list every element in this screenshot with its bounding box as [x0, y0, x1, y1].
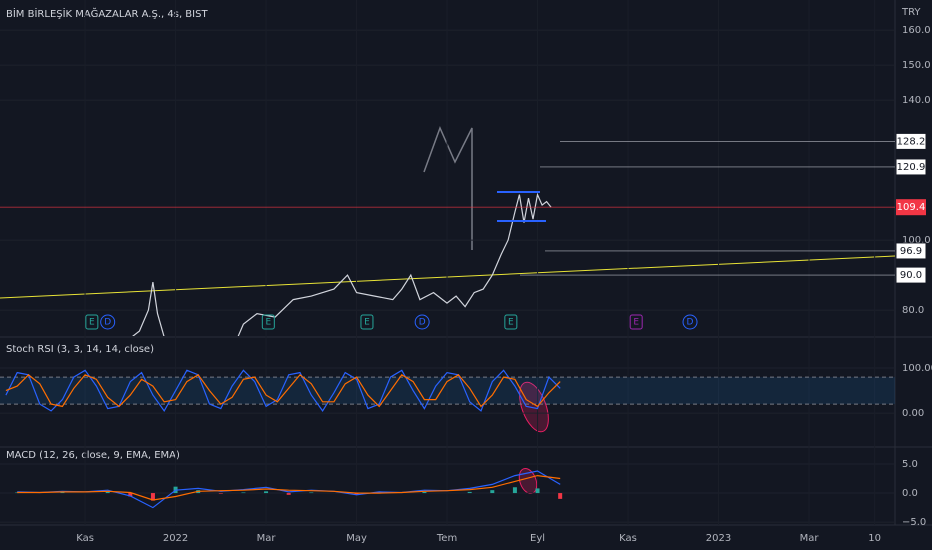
histogram-bar: [128, 493, 133, 497]
currency: TRY: [901, 7, 921, 18]
y-tick-label: −5.0: [902, 517, 926, 528]
price-line: [132, 192, 552, 336]
histogram-bar: [286, 493, 291, 495]
histogram-bar: [105, 491, 110, 494]
histogram-bar: [490, 490, 495, 494]
level-label: 120.9: [897, 162, 926, 173]
y-tick-label: 100.0: [902, 235, 931, 246]
level-label: 109.4: [897, 202, 926, 213]
x-tick-label: Mar: [800, 533, 820, 544]
event-marker: [414, 314, 430, 330]
histogram-bar: [309, 492, 314, 494]
projection-drawing: [423, 125, 473, 250]
level-label-box: [895, 132, 927, 150]
macd-line: [17, 474, 561, 501]
macd-line: [17, 470, 561, 509]
y-tick-label: 140.0: [902, 95, 931, 106]
x-tick-label: 2023: [706, 533, 731, 544]
y-tick-label: 150.0: [902, 60, 931, 71]
highlight-ellipse: [519, 381, 549, 433]
x-tick-label: Tem: [436, 533, 457, 544]
symbol-title: BİM BİRLEŞİK MAĞAZALAR A.Ş., 4s, BIST: [6, 7, 208, 20]
event-label: E: [633, 318, 639, 328]
event-marker: [360, 314, 374, 330]
event-marker: [629, 314, 643, 330]
level-label-box: [895, 242, 927, 260]
event-label: D: [419, 318, 426, 328]
pane: [15, 470, 563, 509]
histogram-bar: [150, 493, 155, 501]
stoch-line: [5, 373, 561, 408]
histogram-bar: [264, 491, 269, 494]
level-label-box: [895, 158, 927, 176]
histogram-bar: [512, 487, 517, 494]
x-tick-label: 10: [868, 533, 881, 544]
event-label: E: [265, 318, 271, 328]
histogram-bar: [467, 491, 472, 494]
event-label: E: [364, 318, 370, 328]
y-tick-label: 160.0: [902, 25, 931, 36]
event-marker: [261, 314, 275, 330]
level-label: 128.2: [897, 136, 926, 147]
histogram-bar: [354, 493, 359, 495]
histogram-bar: [422, 491, 427, 494]
x-tick-label: Kas: [619, 533, 637, 544]
histogram-bar: [218, 493, 223, 494]
level-label-box: [896, 199, 926, 216]
histogram-bar: [15, 492, 20, 494]
indicator-title: Stoch RSI (3, 3, 14, 14, close): [6, 344, 154, 355]
event-marker: [504, 314, 518, 330]
y-tick-label: 0.0: [902, 488, 918, 499]
x-tick-label: 2022: [163, 533, 188, 544]
event-marker: [682, 314, 698, 330]
event-label: E: [89, 318, 95, 328]
histogram-bar: [60, 492, 65, 494]
y-tick-label: 0.00: [902, 408, 924, 419]
histogram-bar: [535, 488, 540, 494]
histogram-bar: [241, 492, 246, 494]
y-tick-label: 80.0: [902, 305, 924, 316]
y-tick-label: 100.00: [902, 363, 932, 374]
x-tick-label: Kas: [76, 533, 94, 544]
event-label: D: [687, 318, 694, 328]
x-tick-label: May: [346, 533, 367, 544]
x-tick-label: Eyl: [530, 533, 545, 544]
pane: [132, 192, 552, 336]
event-label: D: [104, 318, 111, 328]
event-marker: [85, 314, 99, 330]
x-tick-label: Mar: [257, 533, 277, 544]
event-marker: [100, 314, 116, 330]
event-label: E: [508, 318, 514, 328]
level-label: 96.9: [900, 246, 922, 257]
y-tick-label: 5.0: [902, 459, 918, 470]
stoch-line: [5, 369, 561, 413]
histogram-bar: [558, 493, 563, 499]
level-label-box: [895, 266, 927, 284]
pane: [5, 369, 561, 413]
indicator-title: MACD (12, 26, close, 9, EMA, EMA): [6, 450, 180, 461]
level-label: 90.0: [900, 270, 922, 281]
